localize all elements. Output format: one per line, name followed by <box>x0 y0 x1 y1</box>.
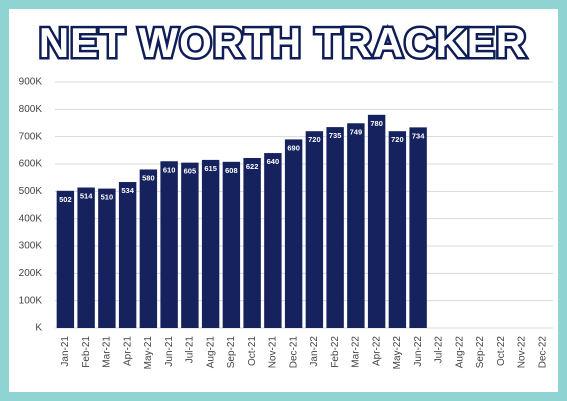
x-tick-label: Feb-21 <box>81 336 92 368</box>
value-label: 749 <box>350 127 363 136</box>
bar <box>56 190 75 328</box>
x-tick-label: Apr-22 <box>371 336 382 366</box>
value-label: 640 <box>267 157 280 166</box>
y-tick-label: 500K <box>19 186 43 197</box>
chart-title: NET WORTH TRACKER <box>39 19 527 66</box>
bar <box>201 159 220 328</box>
bar <box>139 169 158 328</box>
value-label: 534 <box>121 186 134 195</box>
bar <box>98 188 116 328</box>
value-label: 622 <box>246 162 259 171</box>
x-tick-label: Oct-22 <box>496 336 507 366</box>
x-tick-label: Jul-21 <box>185 336 196 364</box>
x-tick-label: Oct-21 <box>247 336 258 366</box>
value-label: 780 <box>370 119 383 128</box>
x-tick-label: Dec-22 <box>537 336 548 369</box>
value-label: 734 <box>412 131 425 140</box>
bar <box>264 153 282 328</box>
x-tick-label: Apr-21 <box>122 336 133 366</box>
value-label: 514 <box>80 191 93 200</box>
y-tick-label: 700K <box>19 131 43 142</box>
value-label: 690 <box>287 143 300 152</box>
bar <box>160 161 178 328</box>
bar <box>243 157 261 328</box>
bar <box>305 131 324 328</box>
y-tick-label: 200K <box>19 268 43 279</box>
bar <box>388 131 407 328</box>
bar <box>409 127 427 328</box>
x-tick-label: Nov-22 <box>517 336 528 369</box>
bar <box>367 114 386 328</box>
x-tick-label: Dec-21 <box>288 336 299 369</box>
value-label: 608 <box>225 166 238 175</box>
bar <box>77 187 95 328</box>
bar <box>326 127 344 328</box>
value-label: 502 <box>59 195 72 204</box>
y-tick-label: 800K <box>19 104 43 115</box>
value-label: 580 <box>142 173 155 182</box>
x-tick-label: Feb-22 <box>330 336 341 368</box>
value-label: 605 <box>184 167 197 176</box>
bar <box>347 123 365 328</box>
x-tick-label: Sep-22 <box>475 336 486 369</box>
x-tick-label: Jul-22 <box>434 336 445 364</box>
bar <box>222 161 241 328</box>
x-tick-label: May-22 <box>392 336 403 370</box>
x-tick-label: Aug-21 <box>205 336 216 369</box>
x-tick-label: Nov-21 <box>268 336 279 369</box>
y-tick-label: K <box>35 323 42 334</box>
x-tick-label: May-21 <box>143 336 154 370</box>
value-label: 720 <box>391 135 404 144</box>
value-label: 610 <box>163 165 176 174</box>
x-tick-label: Sep-21 <box>226 336 237 369</box>
x-tick-label: Aug-22 <box>454 336 465 369</box>
bar <box>181 162 199 328</box>
y-tick-label: 100K <box>19 295 43 306</box>
y-tick-label: 300K <box>19 241 43 252</box>
x-tick-label: Mar-21 <box>102 336 113 368</box>
value-label: 735 <box>329 131 342 140</box>
x-tick-label: Jan-21 <box>60 336 71 367</box>
y-tick-label: 900K <box>19 77 43 88</box>
value-label: 510 <box>101 193 114 202</box>
x-tick-label: Jan-22 <box>309 336 320 367</box>
value-label: 615 <box>204 164 217 173</box>
y-tick-label: 600K <box>19 159 43 170</box>
x-tick-label: Mar-22 <box>351 336 362 368</box>
bar <box>118 182 137 328</box>
x-tick-label: Jun-22 <box>413 336 424 367</box>
bar <box>284 139 303 328</box>
x-tick-label: Jun-21 <box>164 336 175 367</box>
y-tick-label: 400K <box>19 213 43 224</box>
value-label: 720 <box>308 135 321 144</box>
